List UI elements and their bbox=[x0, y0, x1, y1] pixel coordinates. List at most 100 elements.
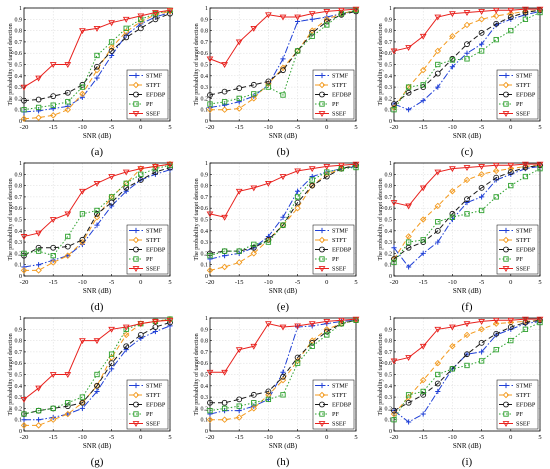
data-point bbox=[507, 317, 515, 324]
data-point bbox=[236, 85, 243, 92]
data-point bbox=[250, 405, 258, 412]
data-point bbox=[122, 16, 130, 23]
panel-g: -20 -15 -10 -5 0 5 0 0.1 0.2 0.3 0.4 0.5 0.6 0.7 0.8 0.… bbox=[7, 315, 174, 468]
data-point bbox=[434, 227, 441, 234]
data-point bbox=[294, 194, 301, 200]
data-point bbox=[49, 62, 57, 69]
data-point bbox=[308, 11, 316, 18]
data-point bbox=[464, 351, 470, 358]
data-point bbox=[137, 332, 144, 338]
y-tick-label: 0.3 bbox=[385, 395, 393, 401]
panel-e: -20 -15 -10 -5 0 5 0 0.1 0.2 0.3 0.4 0.5 0.6 0.7 0.8 0.… bbox=[193, 161, 360, 313]
legend-label: SSEF bbox=[332, 421, 347, 428]
panel-label: (c) bbox=[461, 146, 474, 158]
data-point bbox=[36, 262, 42, 268]
data-point bbox=[167, 323, 173, 329]
data-point bbox=[250, 95, 258, 102]
data-point bbox=[420, 98, 426, 104]
legend-marker bbox=[503, 227, 509, 234]
data-point bbox=[35, 248, 42, 254]
data-point bbox=[419, 216, 427, 223]
y-axis-label: The probability of target detection bbox=[7, 23, 14, 105]
legend-marker bbox=[132, 391, 140, 399]
legend-label: PF bbox=[146, 256, 153, 263]
legend-label: PF bbox=[332, 101, 339, 108]
data-point bbox=[493, 194, 499, 200]
data-point bbox=[493, 346, 499, 353]
data-point bbox=[479, 349, 485, 355]
data-point bbox=[449, 366, 456, 372]
data-point bbox=[221, 399, 228, 406]
data-point bbox=[478, 326, 485, 333]
x-tick-label: -10 bbox=[264, 279, 273, 286]
legend-label: EFDBP bbox=[146, 92, 166, 99]
data-point bbox=[464, 199, 470, 206]
data-point bbox=[137, 321, 145, 328]
y-tick-label: 0.4 bbox=[385, 74, 393, 80]
series-ssef bbox=[20, 7, 174, 91]
data-point bbox=[166, 7, 174, 14]
data-point bbox=[79, 405, 85, 411]
data-point bbox=[478, 29, 485, 36]
series-stmf bbox=[207, 163, 359, 262]
y-tick-label: 0.3 bbox=[385, 85, 393, 91]
y-tick-label: 0.8 bbox=[385, 29, 393, 35]
legend-marker bbox=[319, 382, 325, 389]
legend-label: STMF bbox=[146, 228, 163, 235]
x-axis-label: SNR (dB) bbox=[453, 132, 482, 140]
y-tick-label: 0.1 bbox=[385, 108, 393, 114]
series-line-stft bbox=[393, 9, 541, 108]
y-tick-label: 1 bbox=[19, 161, 22, 167]
data-point bbox=[207, 399, 213, 406]
data-point bbox=[21, 250, 27, 257]
data-point bbox=[478, 8, 485, 15]
data-point bbox=[507, 14, 514, 20]
data-point bbox=[405, 45, 412, 52]
data-point bbox=[108, 48, 115, 54]
data-point bbox=[21, 97, 27, 104]
data-point bbox=[79, 90, 86, 98]
data-point bbox=[152, 163, 159, 170]
y-tick-label: 0.4 bbox=[201, 229, 209, 235]
y-tick-label: 0.1 bbox=[385, 263, 393, 269]
x-tick-label: 5 bbox=[354, 279, 357, 286]
data-point bbox=[434, 70, 441, 77]
series-stft bbox=[390, 162, 544, 263]
data-point bbox=[221, 416, 228, 423]
y-tick-label: 0.9 bbox=[15, 327, 23, 333]
data-point bbox=[464, 56, 470, 62]
series-pf bbox=[391, 9, 543, 113]
data-point bbox=[236, 408, 242, 414]
x-axis-label: SNR (dB) bbox=[453, 287, 482, 295]
data-point bbox=[236, 248, 242, 254]
data-point bbox=[221, 369, 228, 376]
series-line-ssef bbox=[210, 318, 357, 373]
data-point bbox=[123, 34, 130, 41]
legend: STMF STFT EFDBP PF SSEF bbox=[496, 69, 539, 120]
data-point bbox=[152, 10, 159, 17]
data-point bbox=[308, 27, 316, 34]
legend: STMF STFT EFDBP PF SSEF bbox=[496, 379, 539, 430]
data-point bbox=[64, 211, 72, 218]
y-axis-label: The probability of target detection bbox=[193, 23, 200, 105]
data-point bbox=[390, 410, 398, 418]
data-point bbox=[279, 324, 287, 331]
data-point bbox=[122, 169, 130, 176]
y-tick-label: 0.5 bbox=[15, 63, 23, 69]
data-point bbox=[35, 408, 42, 414]
data-point bbox=[235, 188, 243, 195]
data-point bbox=[35, 267, 42, 274]
y-tick-label: 0.7 bbox=[15, 195, 23, 201]
legend-label: STMF bbox=[332, 228, 349, 235]
y-tick-label: 0.2 bbox=[385, 251, 393, 257]
data-point bbox=[507, 165, 515, 172]
y-axis-label: The probability of target detection bbox=[193, 178, 200, 260]
legend-marker bbox=[318, 266, 326, 273]
legend-label: STMF bbox=[516, 73, 533, 80]
data-point bbox=[35, 385, 42, 392]
data-point bbox=[449, 214, 456, 220]
data-point bbox=[391, 245, 397, 251]
data-point bbox=[391, 407, 397, 414]
data-point bbox=[152, 16, 159, 23]
data-point bbox=[352, 6, 360, 13]
